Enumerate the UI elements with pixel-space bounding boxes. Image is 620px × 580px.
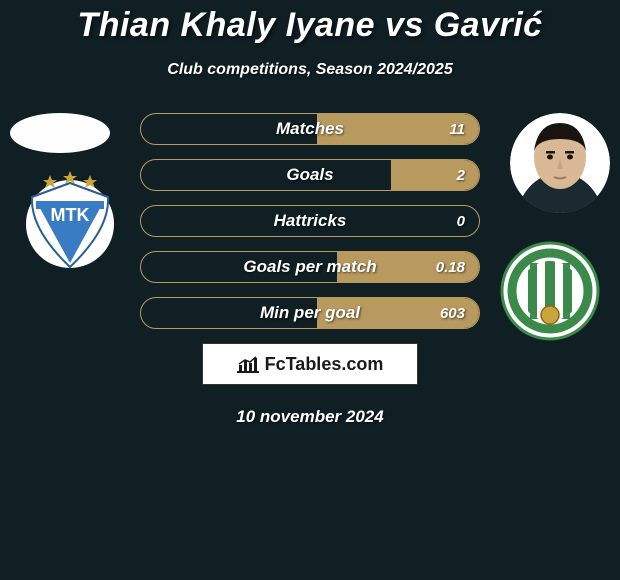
stat-row: Goals per match0.18 bbox=[140, 251, 480, 283]
bar-chart-icon bbox=[237, 355, 259, 373]
stat-value-right: 0.18 bbox=[436, 259, 465, 276]
stats-area: MTK bbox=[0, 113, 620, 329]
stat-row: Min per goal603 bbox=[140, 297, 480, 329]
stat-rows: Matches11 Goals2 Hattricks0 Goals per match… bbox=[140, 113, 480, 329]
brand-text: FcTables.com bbox=[265, 354, 384, 375]
stat-value-right: 0 bbox=[457, 213, 465, 230]
date-line: 10 november 2024 bbox=[0, 407, 620, 427]
player-left-avatar bbox=[10, 113, 110, 153]
stat-label: Min per goal bbox=[141, 303, 479, 323]
svg-text:MTK: MTK bbox=[51, 205, 90, 225]
stat-value-right: 603 bbox=[440, 305, 465, 322]
club-right-crest-icon bbox=[500, 241, 600, 341]
club-right-logo bbox=[500, 241, 600, 341]
stat-value-right: 11 bbox=[449, 121, 465, 138]
club-left-crest-icon: MTK bbox=[20, 169, 120, 269]
stat-label: Goals per match bbox=[141, 257, 479, 277]
brand-box: FcTables.com bbox=[202, 343, 418, 385]
stat-label: Goals bbox=[141, 165, 479, 185]
stat-row: Goals2 bbox=[140, 159, 480, 191]
page-subtitle: Club competitions, Season 2024/2025 bbox=[0, 61, 620, 79]
stat-label: Hattricks bbox=[141, 211, 479, 231]
club-left-logo: MTK bbox=[20, 169, 120, 269]
stat-row: Matches11 bbox=[140, 113, 480, 145]
stat-row: Hattricks0 bbox=[140, 205, 480, 237]
stat-label: Matches bbox=[141, 119, 479, 139]
page-title: Thian Khaly Iyane vs Gavrić bbox=[0, 0, 620, 45]
stat-value-right: 2 bbox=[457, 167, 465, 184]
infographic-container: Thian Khaly Iyane vs Gavrić Club competi… bbox=[0, 0, 620, 580]
player-right-face-icon bbox=[510, 113, 610, 213]
player-right-avatar bbox=[510, 113, 610, 213]
